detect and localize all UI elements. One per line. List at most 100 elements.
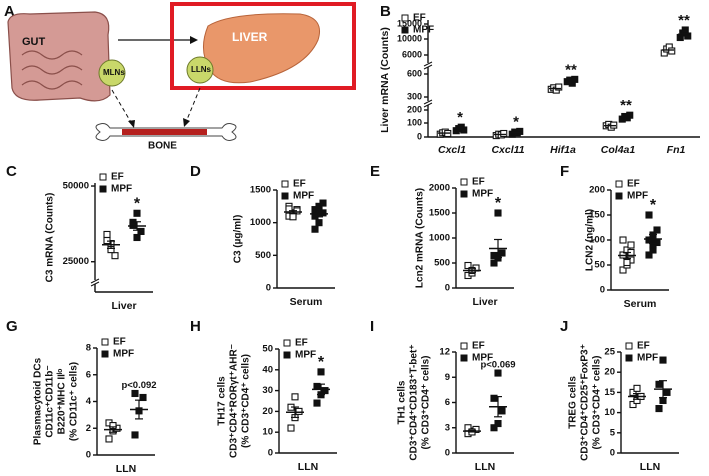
data-point	[131, 431, 139, 439]
legend-marker	[615, 192, 623, 200]
y-tick-label: 0	[600, 285, 605, 296]
legend-label: EF	[472, 341, 485, 352]
y-tick-label: 2000	[429, 183, 450, 194]
y-tick-label: 15000	[397, 18, 422, 28]
annotation: **	[678, 12, 690, 29]
legend-label: EF	[295, 338, 308, 349]
panel-letter: F	[560, 163, 569, 180]
annotation: p<0.069	[480, 360, 515, 371]
data-point	[105, 435, 113, 443]
x-tick-label: LLN	[298, 461, 318, 473]
legend-label: MPF	[113, 349, 134, 360]
data-point	[321, 387, 329, 395]
y-tick-label: 30	[262, 385, 273, 396]
y-tick-label: 10000	[397, 33, 422, 43]
data-point	[653, 226, 661, 234]
y-axis-label: Plasmacytoid DCs	[33, 357, 44, 445]
y-tick-label: 40	[262, 364, 273, 375]
y-tick-label: 1000	[429, 233, 450, 244]
dashed-arrow	[111, 89, 133, 125]
y-tick-label: 1500	[429, 208, 450, 219]
y-tick-label: 300	[407, 91, 422, 101]
y-axis-label: B220⁺MHC IIˡᵒ	[57, 369, 68, 435]
data-point	[313, 399, 321, 407]
y-tick-label: 10	[604, 407, 615, 418]
legend-label: EF	[293, 179, 306, 190]
x-tick-label: LLN	[640, 461, 660, 473]
x-tick-label: Cxcl11	[491, 144, 524, 156]
data-point	[133, 209, 141, 217]
axis-break	[90, 278, 100, 284]
data-point	[626, 111, 634, 119]
gut-label: GUT	[22, 36, 46, 48]
y-axis-label: C3 mRNA (Counts)	[45, 193, 56, 283]
y-tick-label: 0	[445, 448, 450, 459]
data-point	[619, 236, 627, 244]
y-tick-label: 1500	[250, 185, 271, 196]
lln-label: LLNs	[191, 65, 212, 74]
legend-label: MPF	[293, 191, 314, 202]
panel-letter: C	[6, 163, 17, 180]
data-point	[571, 75, 579, 83]
lln-node	[186, 56, 214, 84]
legend-label: MPF	[637, 353, 658, 364]
annotation: **	[620, 97, 632, 114]
data-point	[498, 407, 506, 415]
x-tick-label: LLN	[475, 461, 495, 473]
legend-label: MPF	[472, 353, 493, 364]
legend-marker	[460, 354, 468, 362]
y-axis-label: LCN2 (ng/ml)	[585, 209, 596, 271]
y-axis-label: CD3⁺CD4⁺CD25⁺FoxP3⁺	[580, 344, 591, 461]
y-tick-label: 25	[604, 347, 615, 358]
axis-break	[423, 102, 433, 108]
panel-letter: D	[190, 163, 201, 180]
y-tick-label: 200	[589, 185, 605, 196]
y-tick-label: 0	[266, 283, 271, 294]
data-point	[659, 396, 667, 405]
diagram: A GUT MLNs LIVER LLNs BONE	[4, 2, 356, 152]
panel-letter: E	[370, 163, 380, 180]
axis-break	[423, 99, 433, 105]
panel-letter: H	[190, 318, 201, 335]
y-tick-label: 0	[268, 448, 273, 459]
data-point	[490, 394, 498, 402]
axis-break-gap	[424, 63, 432, 67]
y-axis-label: CD3⁺CD4⁺CD183⁺T-bet⁺	[409, 344, 420, 460]
y-tick-label: 2	[86, 423, 91, 434]
y-tick-label: 3	[445, 422, 450, 433]
annotation: *	[134, 195, 141, 212]
legend-label: MPF	[627, 191, 648, 202]
y-tick-label: 10	[262, 427, 273, 438]
axis-break	[90, 281, 100, 287]
mln-node	[98, 59, 126, 87]
y-axis-label: CD3⁺CD4⁺RORγt⁺AHR⁻	[229, 344, 240, 458]
y-axis-label: (% CD3⁺CD4⁺ cells)	[241, 354, 252, 448]
annotation: *	[495, 195, 502, 212]
y-tick-label: 4	[86, 396, 92, 407]
legend-marker	[99, 185, 107, 193]
legend-marker	[281, 180, 289, 188]
axis-break	[423, 64, 433, 70]
data-point	[289, 213, 297, 221]
annotation: *	[650, 197, 657, 214]
y-tick-label: 8	[86, 343, 91, 354]
y-tick-label: 500	[434, 258, 450, 269]
x-tick-label: Hif1a	[550, 144, 576, 156]
data-point	[629, 388, 637, 396]
data-point	[645, 211, 653, 219]
x-tick-label: Fn1	[667, 144, 686, 156]
y-axis-label: TH1 cells	[397, 380, 408, 424]
y-tick-label: 100	[589, 235, 605, 246]
data-point	[103, 230, 111, 239]
data-point	[295, 407, 303, 415]
arrowhead	[128, 120, 135, 128]
y-axis-label: (% CD11c⁺ cells)	[69, 362, 80, 441]
legend-label: MPF	[472, 189, 493, 200]
liver-box	[170, 2, 356, 90]
y-axis-label: Lcn2 mRNA (Counts)	[415, 188, 426, 288]
y-axis-label: CD11c⁺CD11b⁻	[45, 365, 56, 437]
data-point	[131, 389, 139, 398]
annotation: p<0.092	[121, 380, 156, 391]
y-tick-label: 5	[610, 427, 616, 438]
